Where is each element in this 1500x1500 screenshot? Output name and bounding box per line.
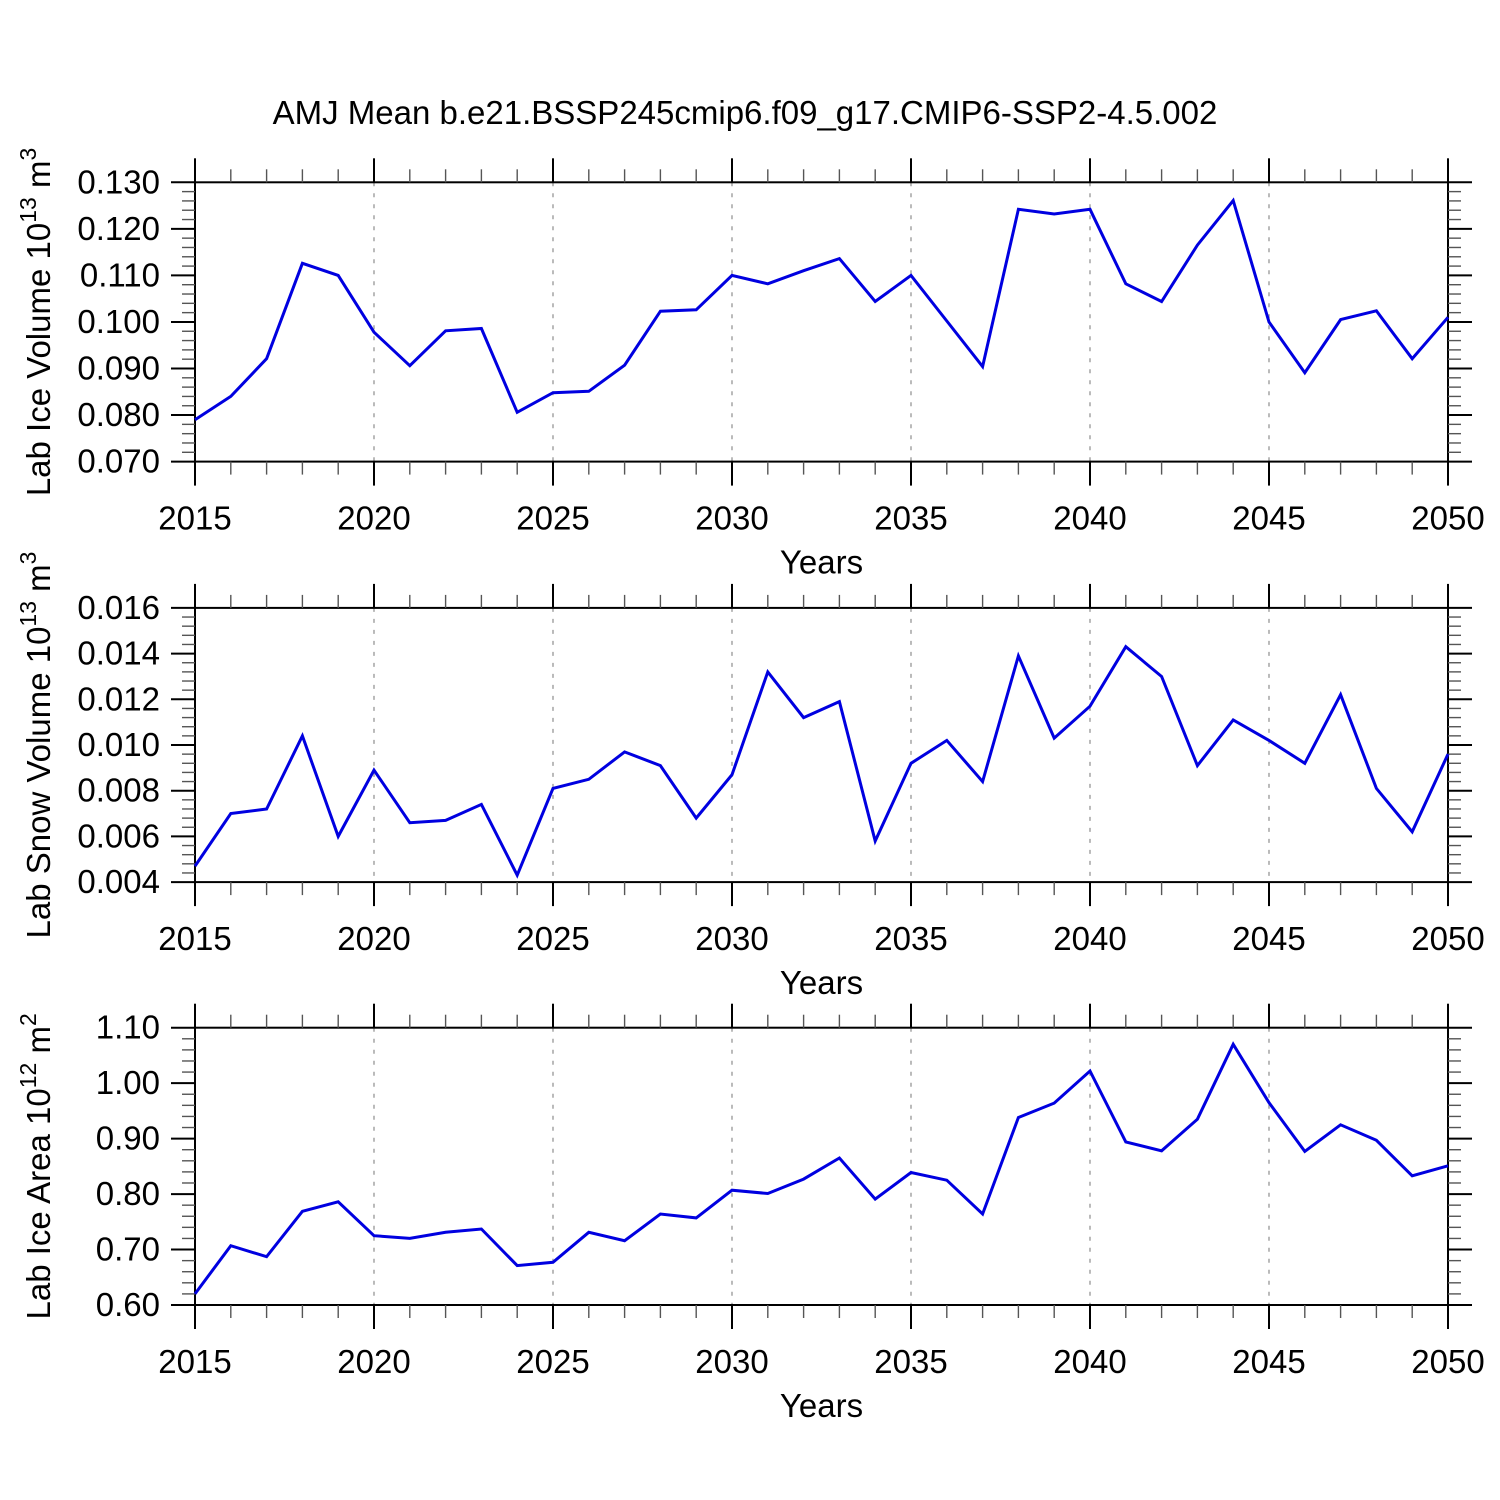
y-tick-label: 0.080 bbox=[77, 396, 160, 433]
x-tick-labels: 2015 2020 2025 2030 2035 2040 2045 2050 bbox=[158, 1343, 1484, 1380]
x-tick-label: 2035 bbox=[874, 920, 947, 957]
plot-frame bbox=[194, 1026, 1449, 1306]
gridlines bbox=[373, 182, 1270, 462]
x-tick-label: 2020 bbox=[337, 920, 410, 957]
x-tick-label: 2015 bbox=[158, 500, 231, 537]
x-tick-label: 2030 bbox=[695, 920, 768, 957]
x-tick-label: 2040 bbox=[1053, 920, 1126, 957]
x-tick-label: 2040 bbox=[1053, 500, 1126, 537]
y-axis-title: Lab Snow Volume 1013 m3 bbox=[15, 552, 57, 939]
plot-frame bbox=[194, 606, 1449, 884]
x-tick-label: 2035 bbox=[874, 1343, 947, 1380]
gridlines bbox=[373, 607, 1270, 883]
x-tick-label: 2025 bbox=[516, 500, 589, 537]
x-tick-label: 2040 bbox=[1053, 1343, 1126, 1380]
x-tick-label: 2050 bbox=[1411, 1343, 1484, 1380]
x-ticks bbox=[194, 1003, 1449, 1329]
x-ticks bbox=[194, 583, 1449, 907]
y-tick-label: 0.012 bbox=[77, 680, 160, 717]
y-tick-label: 0.014 bbox=[77, 635, 160, 672]
x-tick-label: 2050 bbox=[1411, 500, 1484, 537]
y-ticks bbox=[171, 181, 1472, 463]
y-tick-label: 0.016 bbox=[77, 589, 160, 626]
x-tick-label: 2030 bbox=[695, 500, 768, 537]
y-tick-label: 0.80 bbox=[96, 1175, 160, 1212]
y-tick-label: 0.90 bbox=[96, 1120, 160, 1157]
y-tick-label: 0.006 bbox=[77, 817, 160, 854]
y-tick-label: 0.070 bbox=[77, 443, 160, 480]
panel-lab-ice-area: 0.60 0.70 0.80 0.90 1.00 1.10 2015 2020 2025 2030… bbox=[15, 1003, 1485, 1424]
lab-snow-volume-line bbox=[193, 644, 1450, 879]
y-tick-label: 0.010 bbox=[77, 726, 160, 763]
x-axis-title: Years bbox=[780, 544, 863, 581]
x-tick-label: 2045 bbox=[1232, 920, 1305, 957]
gridlines bbox=[373, 1027, 1270, 1305]
x-axis-title: Years bbox=[780, 964, 863, 1001]
x-ticks bbox=[194, 158, 1449, 486]
x-tick-label: 2020 bbox=[337, 1343, 410, 1380]
y-tick-label: 1.10 bbox=[96, 1009, 160, 1046]
y-tick-labels: 0.070 0.080 0.090 0.100 0.110 0.120 0.130 bbox=[77, 163, 160, 479]
y-tick-label: 0.004 bbox=[77, 863, 160, 900]
y-tick-label: 1.00 bbox=[96, 1064, 160, 1101]
x-tick-label: 2045 bbox=[1232, 1343, 1305, 1380]
x-tick-label: 2050 bbox=[1411, 920, 1484, 957]
x-tick-label: 2025 bbox=[516, 920, 589, 957]
y-tick-label: 0.090 bbox=[77, 350, 160, 387]
figure-title: AMJ Mean b.e21.BSSP245cmip6.f09_g17.CMIP… bbox=[272, 94, 1218, 131]
y-tick-labels: 0.004 0.006 0.008 0.010 0.012 0.014 0.016 bbox=[77, 589, 160, 900]
y-tick-label: 0.60 bbox=[96, 1286, 160, 1323]
x-tick-labels: 2015 2020 2025 2030 2035 2040 2045 2050 bbox=[158, 920, 1484, 957]
x-tick-label: 2045 bbox=[1232, 500, 1305, 537]
y-tick-labels: 0.60 0.70 0.80 0.90 1.00 1.10 bbox=[96, 1009, 160, 1323]
y-tick-label: 0.100 bbox=[77, 303, 160, 340]
x-tick-label: 2035 bbox=[874, 500, 947, 537]
x-tick-label: 2030 bbox=[695, 1343, 768, 1380]
y-ticks bbox=[171, 1026, 1472, 1306]
y-tick-label: 0.008 bbox=[77, 772, 160, 809]
x-tick-labels: 2015 2020 2025 2030 2035 2040 2045 2050 bbox=[158, 500, 1484, 537]
x-axis-title: Years bbox=[780, 1387, 863, 1424]
lab-ice-area-line bbox=[193, 1041, 1449, 1295]
x-tick-label: 2015 bbox=[158, 920, 231, 957]
y-axis-title: Lab Ice Volume 1013 m3 bbox=[15, 148, 57, 496]
y-ticks bbox=[171, 606, 1472, 884]
x-tick-label: 2020 bbox=[337, 500, 410, 537]
plot-frame bbox=[194, 181, 1449, 463]
y-tick-label: 0.130 bbox=[77, 163, 160, 200]
y-tick-label: 0.110 bbox=[80, 256, 160, 293]
y-tick-label: 0.70 bbox=[96, 1231, 160, 1268]
y-axis-title: Lab Ice Area 1012 m2 bbox=[15, 1013, 57, 1319]
x-tick-label: 2015 bbox=[158, 1343, 231, 1380]
x-tick-label: 2025 bbox=[516, 1343, 589, 1380]
lab-ice-volume-line bbox=[194, 197, 1450, 421]
y-tick-label: 0.120 bbox=[77, 210, 160, 247]
